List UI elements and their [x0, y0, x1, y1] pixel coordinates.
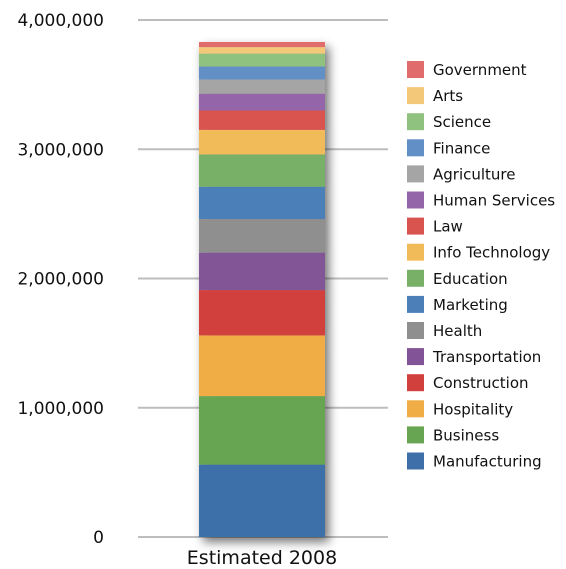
bar-segment-hospitality: [199, 335, 325, 397]
legend-label-hospitality: Hospitality: [433, 400, 513, 418]
legend-swatch-science: [407, 113, 424, 131]
legend-label-transportation: Transportation: [432, 348, 541, 366]
legend-label-finance: Finance: [433, 139, 490, 157]
bar-segment-education: [199, 154, 325, 187]
bar-segment-construction: [199, 290, 325, 336]
legend-swatch-hospitality: [407, 400, 424, 418]
legend-swatch-agriculture: [407, 165, 424, 183]
legend-label-construction: Construction: [433, 374, 529, 392]
legend-label-agriculture: Agriculture: [433, 165, 516, 183]
bar-stack: [199, 41, 325, 537]
legend-swatch-human-services: [407, 191, 424, 209]
legend-label-science: Science: [433, 113, 491, 131]
legend-label-marketing: Marketing: [433, 296, 508, 314]
legend-label-manufacturing: Manufacturing: [433, 453, 542, 471]
legend-swatch-marketing: [407, 295, 424, 313]
legend: Government Arts Science Finance Agriculture H…: [407, 61, 555, 471]
legend-swatch-education: [407, 269, 424, 287]
bar-segment-transportation: [199, 252, 325, 291]
bar-segment-agriculture: [199, 79, 325, 94]
bar-segment-arts: [199, 47, 325, 54]
legend-swatch-info-technology: [407, 243, 424, 261]
legend-label-info-technology: Info Technology: [433, 244, 550, 262]
legend-swatch-transportation: [407, 348, 424, 366]
legend-label-law: Law: [433, 218, 463, 236]
y-tick-label: 0: [93, 528, 104, 548]
y-tick-label: 1,000,000: [17, 399, 104, 419]
legend-swatch-government: [407, 61, 424, 78]
legend-label-education: Education: [433, 270, 508, 288]
legend-label-health: Health: [433, 322, 482, 340]
bar-segment-law: [199, 110, 325, 130]
bar-segment-marketing: [199, 186, 325, 220]
bar-segment-government: [199, 41, 325, 48]
legend-swatch-arts: [407, 87, 424, 105]
y-tick-label: 4,000,000: [17, 11, 104, 31]
y-tick-label: 2,000,000: [17, 270, 104, 290]
legend-swatch-finance: [407, 139, 424, 157]
legend-label-arts: Arts: [433, 87, 463, 105]
legend-swatch-manufacturing: [407, 452, 424, 470]
legend-label-government: Government: [433, 61, 527, 79]
bar-segment-science: [199, 53, 325, 67]
legend-swatch-law: [407, 217, 424, 235]
x-category-label: Estimated 2008: [187, 547, 337, 569]
legend-swatch-business: [407, 426, 424, 444]
legend-label-human-services: Human Services: [433, 192, 555, 210]
bar-segment-info-technology: [199, 129, 325, 155]
x-axis-categories: Estimated 2008: [187, 547, 337, 569]
bar-segment-health: [199, 219, 325, 253]
y-axis-ticks: 0 1,000,000 2,000,000 3,000,000 4,000,000: [17, 11, 104, 548]
bar-segment-business: [199, 396, 325, 465]
legend-label-business: Business: [433, 426, 499, 444]
bar-segment-manufacturing: [199, 464, 325, 537]
bar-segment-human-services: [199, 93, 325, 111]
bar-segment-finance: [199, 66, 325, 80]
legend-swatch-health: [407, 322, 424, 339]
legend-swatch-construction: [407, 374, 424, 392]
y-tick-label: 3,000,000: [17, 140, 104, 160]
